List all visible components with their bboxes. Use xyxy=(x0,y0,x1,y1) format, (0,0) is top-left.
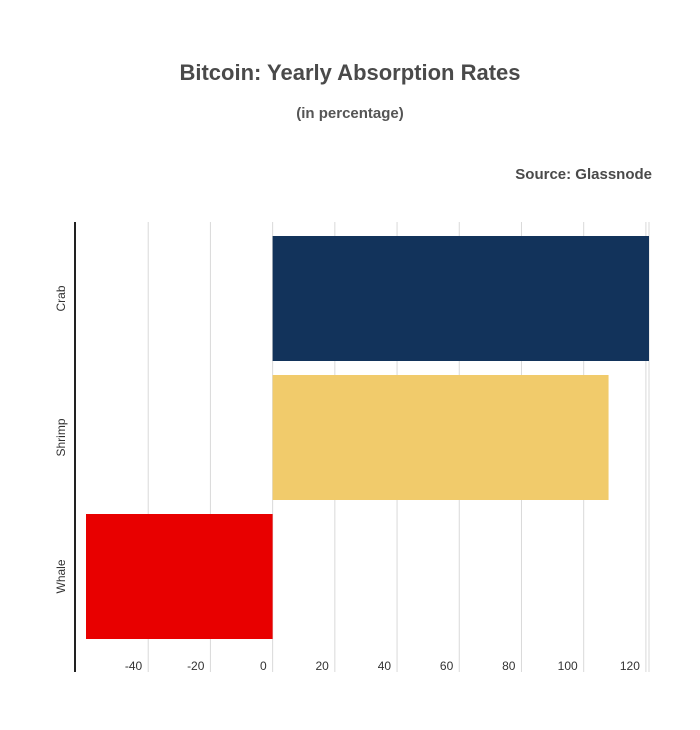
bar-shrimp xyxy=(272,375,609,500)
chart-title: Bitcoin: Yearly Absorption Rates xyxy=(179,60,521,85)
bar-crab xyxy=(272,236,649,361)
chart-source: Source: Glassnode xyxy=(515,166,652,183)
category-label-shrimp: Shrimp xyxy=(54,418,68,456)
category-label-whale: Whale xyxy=(54,559,68,593)
category-label-crab: Crab xyxy=(54,285,68,311)
x-tick-label: 40 xyxy=(378,659,392,673)
x-tick-label: 20 xyxy=(315,659,329,673)
x-tick-label: 100 xyxy=(558,659,578,673)
x-tick-label: 80 xyxy=(502,659,516,673)
x-tick-label: 60 xyxy=(440,659,454,673)
x-tick-label: 0 xyxy=(260,659,267,673)
x-tick-label: 120 xyxy=(620,659,640,673)
x-tick-label: -20 xyxy=(187,659,205,673)
x-tick-label: -40 xyxy=(125,659,143,673)
bar-whale xyxy=(86,514,273,639)
chart-subtitle: (in percentage) xyxy=(296,105,404,122)
